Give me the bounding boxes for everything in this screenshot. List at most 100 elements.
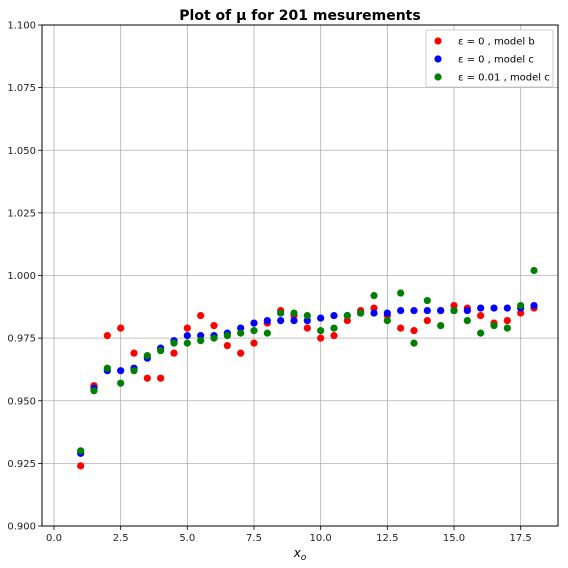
data-point [183, 332, 191, 340]
data-point [437, 322, 445, 330]
data-point [277, 309, 285, 317]
data-point [530, 266, 538, 275]
data-point [463, 316, 471, 325]
x-axis-label: xo [293, 546, 307, 563]
data-point [317, 314, 325, 322]
data-point [423, 306, 431, 315]
data-point [503, 316, 511, 325]
data-point [130, 367, 138, 375]
data-point [330, 324, 338, 332]
data-point [157, 347, 165, 355]
data-point [290, 316, 298, 325]
data-point [250, 319, 258, 327]
data-point [450, 301, 458, 310]
data-point [103, 332, 111, 340]
x-tick-label: 12.5 [376, 533, 398, 544]
axis-ticks: 0.0 2.5 5.0 7.5 10.0 12.5 15.0 17.5 0.900 0.925 0.… [7, 21, 531, 545]
legend: ε = 0 , model b ε = 0 , model c ε = 0.01 ,… [425, 29, 554, 88]
data-point [263, 329, 271, 337]
data-point [437, 306, 445, 315]
legend-label: ε = 0 , model c [458, 55, 534, 66]
data-point [370, 304, 378, 312]
data-point [197, 332, 205, 340]
data-point [517, 301, 525, 310]
data-point [170, 339, 178, 347]
data-point [103, 364, 111, 372]
data-point [183, 324, 191, 332]
data-point [290, 309, 298, 317]
data-points [77, 266, 538, 470]
y-tick-label: 1.100 [7, 21, 36, 32]
data-point [263, 316, 271, 325]
data-point [397, 324, 405, 332]
data-point [223, 342, 231, 350]
data-point [170, 349, 178, 357]
x-tick-label: 0.0 [46, 533, 62, 544]
data-point [383, 309, 391, 317]
data-point [410, 339, 418, 347]
data-point [77, 447, 85, 455]
data-point [143, 374, 151, 382]
y-tick-label: 0.975 [7, 334, 36, 345]
data-point [397, 289, 405, 297]
x-tick-label: 7.5 [246, 533, 262, 544]
data-point [237, 329, 245, 337]
data-point [383, 316, 391, 325]
chart-title: Plot of μ for 201 mesurements [179, 8, 420, 24]
data-point [77, 462, 85, 470]
data-point [503, 304, 511, 312]
data-point [237, 349, 245, 357]
data-point [210, 334, 218, 342]
data-point [130, 349, 138, 357]
data-point [197, 311, 205, 320]
y-tick-label: 1.025 [7, 208, 36, 219]
data-point [303, 311, 311, 320]
y-tick-label: 1.075 [7, 83, 36, 94]
data-point [197, 337, 205, 345]
data-point [423, 316, 431, 325]
y-tick-label: 0.925 [7, 459, 36, 470]
data-point [370, 309, 378, 317]
data-point [117, 324, 125, 332]
y-tick-label: 1.050 [7, 146, 36, 157]
data-point [410, 327, 418, 335]
data-point [237, 324, 245, 332]
data-point [477, 329, 485, 337]
data-point [330, 311, 338, 320]
data-point [410, 306, 418, 315]
legend-label: ε = 0 , model b [458, 37, 535, 48]
data-point [330, 332, 338, 340]
data-point [117, 379, 125, 387]
data-point [317, 327, 325, 335]
data-point [343, 311, 351, 320]
y-tick-label: 1.000 [7, 271, 36, 282]
data-point [490, 304, 498, 312]
data-point [117, 367, 125, 375]
data-point [210, 322, 218, 330]
x-tick-label: 17.5 [510, 533, 532, 544]
legend-marker [434, 73, 442, 81]
data-point [517, 309, 525, 317]
legend-marker [434, 55, 442, 63]
data-point [530, 301, 538, 310]
data-point [277, 316, 285, 325]
data-point [143, 352, 151, 360]
data-point [463, 306, 471, 315]
data-point [423, 296, 431, 305]
x-tick-label: 5.0 [179, 533, 195, 544]
data-point [477, 311, 485, 320]
data-point [90, 387, 98, 395]
data-point [477, 304, 485, 312]
data-point [343, 316, 351, 325]
data-point [250, 339, 258, 347]
legend-box [425, 29, 554, 88]
data-point [450, 306, 458, 315]
x-tick-label: 2.5 [113, 533, 129, 544]
x-tick-label: 15.0 [443, 533, 465, 544]
data-point [223, 332, 231, 340]
data-point [303, 316, 311, 325]
x-tick-label: 10.0 [310, 533, 332, 544]
data-point [250, 327, 258, 335]
data-point [357, 309, 365, 317]
